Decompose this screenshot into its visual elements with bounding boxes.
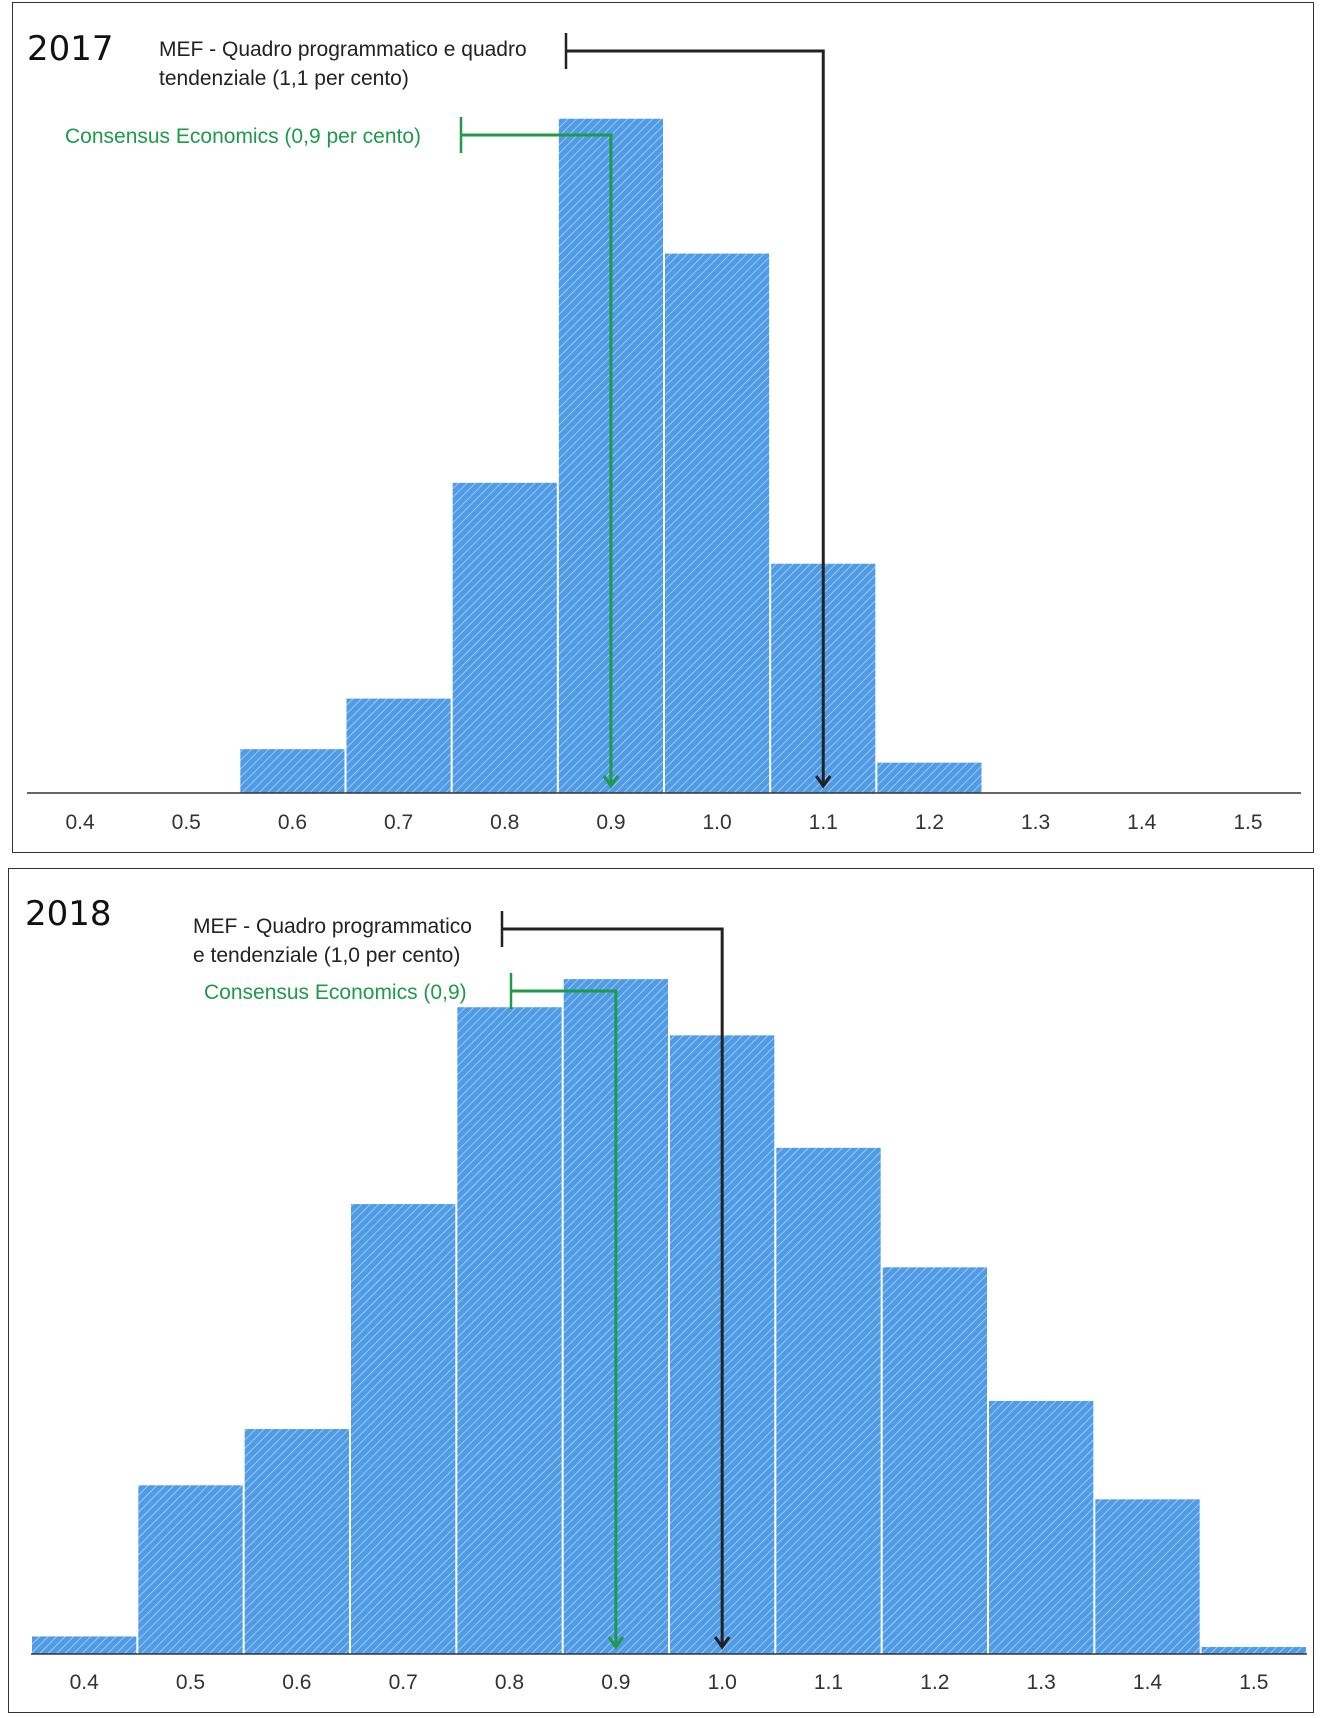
chart-title: 2018 [25, 894, 112, 934]
histogram-bar [346, 698, 451, 793]
x-tick-label: 0.9 [601, 1671, 630, 1694]
x-tick-label: 1.1 [814, 1671, 843, 1694]
chart-panel-2017: 2017 0.4 0.5 0.6 0.7 0.8 0.9 1.0 1.1 1.2 1.3 1.4 1.5… [12, 2, 1314, 853]
histogram-bar [776, 1147, 881, 1654]
x-tick-label: 1.0 [708, 1671, 737, 1694]
x-tick-label: 1.2 [920, 1671, 949, 1694]
x-tick-label: 1.0 [702, 811, 731, 834]
x-tick-label: 1.4 [1133, 1671, 1163, 1694]
histogram-2017: 2017 0.4 0.5 0.6 0.7 0.8 0.9 1.0 1.1 1.2 1.3 1.4 1.5… [27, 29, 1301, 834]
histogram-bar [32, 1636, 137, 1654]
arrow-head-icon [713, 1636, 731, 1650]
histogram-2018: 2018 0.4 0.5 0.6 0.7 0.8 0.9 1.0 1.1 1.2 1.3 1.4 1.5… [25, 894, 1307, 1694]
annotation-text: MEF - Quadro programmatico e quadro [159, 38, 527, 61]
mef-annotation: MEF - Quadro programmatico e quadro tende… [159, 33, 832, 789]
annotation-text: Consensus Economics (0,9 per cento) [65, 125, 421, 148]
annotation-text: Consensus Economics (0,9) [204, 981, 467, 1004]
x-tick-label: 1.1 [809, 811, 838, 834]
histogram-bar [665, 253, 770, 794]
annotation-text: MEF - Quadro programmatico [193, 915, 472, 938]
annotation-leader-line [502, 927, 724, 1645]
x-tick-label: 0.6 [282, 1671, 311, 1694]
x-tick-label: 0.6 [278, 811, 307, 834]
histogram-bar [882, 1267, 987, 1654]
x-tick-label: 0.4 [65, 811, 95, 834]
annotation-leader-line [461, 133, 613, 784]
arrow-head-icon [815, 775, 832, 789]
consensus-annotation: Consensus Economics (0,9 per cento) [65, 117, 620, 789]
histogram-bar [989, 1400, 1094, 1654]
annotation-text: tendenziale (1,1 per cento) [159, 67, 409, 90]
histogram-bar [452, 482, 557, 793]
chart-panel-2018: 2018 0.4 0.5 0.6 0.7 0.8 0.9 1.0 1.1 1.2 1.3 1.4 1.5… [8, 868, 1314, 1713]
x-tick-label: 0.7 [384, 811, 413, 834]
x-tick-label: 0.8 [490, 811, 519, 834]
x-tick-label: 0.8 [495, 1671, 524, 1694]
x-tick-label: 0.5 [172, 811, 201, 834]
x-tick-label: 1.4 [1127, 811, 1157, 834]
consensus-annotation: Consensus Economics (0,9) [204, 973, 625, 1650]
chart-title: 2017 [27, 29, 114, 69]
arrow-head-icon [607, 1636, 625, 1650]
histogram-bar [1095, 1499, 1200, 1654]
histogram-bar [351, 1204, 456, 1654]
x-tick-label: 1.3 [1027, 1671, 1056, 1694]
x-tick-label: 1.3 [1021, 811, 1050, 834]
histogram-bar [244, 1429, 349, 1654]
annotation-leader-line [511, 989, 618, 1645]
x-tick-label: 1.5 [1233, 811, 1262, 834]
histogram-bar [877, 762, 982, 793]
arrow-head-icon [602, 775, 620, 789]
histogram-bar [138, 1485, 243, 1654]
histogram-bar [1201, 1646, 1306, 1654]
x-tick-label: 1.5 [1239, 1671, 1268, 1694]
x-tick-label: 0.5 [176, 1671, 205, 1694]
x-tick-label: 0.4 [70, 1671, 100, 1694]
annotation-text: e tendenziale (1,0 per cento) [193, 944, 460, 967]
annotation-leader-line [566, 49, 825, 784]
x-tick-label: 0.7 [389, 1671, 418, 1694]
histogram-bar [457, 1007, 562, 1654]
x-tick-label: 0.9 [596, 811, 625, 834]
histogram-bar [240, 749, 345, 793]
mef-annotation: MEF - Quadro programmatico e tendenziale … [193, 911, 731, 1650]
x-tick-label: 1.2 [915, 811, 944, 834]
